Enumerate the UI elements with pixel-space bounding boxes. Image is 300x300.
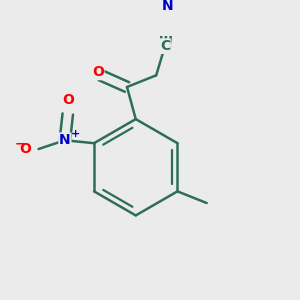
Text: O: O xyxy=(62,93,74,107)
Text: O: O xyxy=(20,142,31,156)
Text: +: + xyxy=(71,129,81,139)
Text: C: C xyxy=(160,39,170,53)
Text: O: O xyxy=(92,65,104,80)
Text: −: − xyxy=(14,137,25,150)
Text: N: N xyxy=(162,0,174,13)
Text: N: N xyxy=(59,133,71,147)
